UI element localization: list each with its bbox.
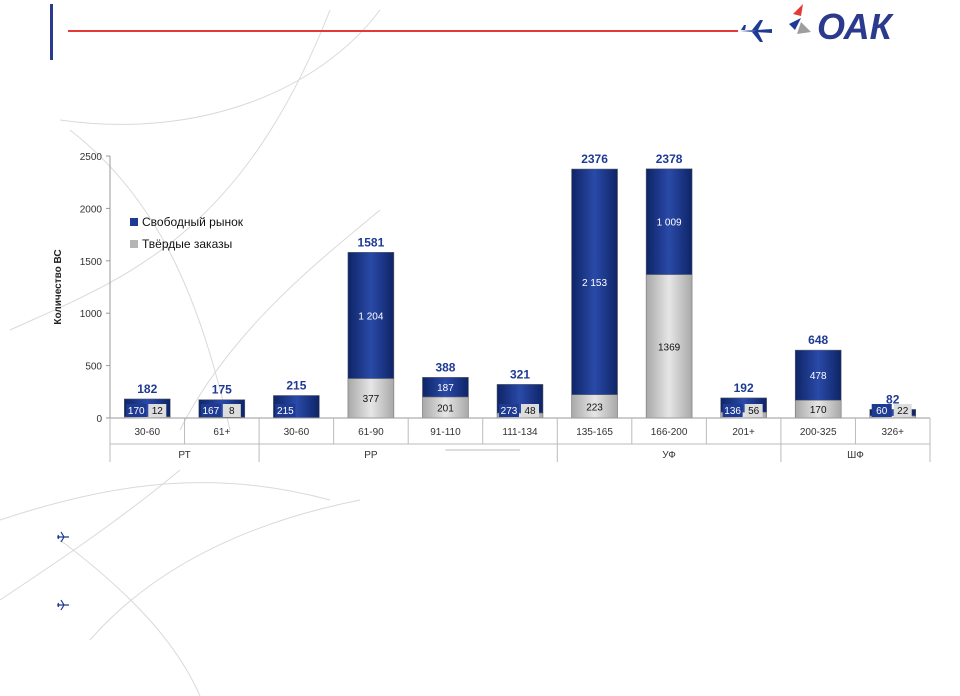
bar-label-box: [871, 404, 892, 417]
group-label: РР: [364, 450, 378, 461]
bar-label-box: [722, 404, 743, 417]
group-label: РТ: [178, 450, 190, 461]
oak-logo: ОАК: [789, 4, 895, 46]
x-tick-label: 61+: [213, 427, 230, 438]
bar-label-box: [744, 404, 763, 417]
bar-label-free-market: 478: [810, 371, 827, 382]
logo-emblem-icon: [789, 4, 811, 34]
bar-label-box: [499, 404, 519, 417]
bar-total-label: 648: [808, 333, 828, 347]
bar-label-firm-orders: 201: [437, 403, 454, 414]
y-axis-title: Количество ВС: [53, 249, 64, 324]
bar-label-free-market: 2 153: [582, 278, 607, 289]
legend-swatch: [130, 240, 138, 248]
bar-label-free-market: 136: [724, 406, 741, 417]
bar-segment-firm-orders: [347, 378, 395, 419]
bar-label-firm-orders: 8: [229, 406, 235, 417]
x-tick-label: 91-110: [430, 427, 461, 438]
group-label: УФ: [662, 450, 676, 461]
bar-total-label: 215: [286, 378, 306, 392]
y-tick-label: 2000: [80, 204, 103, 215]
bar-label-free-market: 215: [277, 406, 294, 417]
bar-label-free-market: 273: [501, 406, 518, 417]
legend-label: Свободный рынок: [142, 215, 244, 229]
bar-total-label: 388: [435, 360, 455, 374]
bar-label-box: [893, 404, 912, 417]
bar-label-firm-orders: 170: [810, 405, 827, 416]
bar-label-box: [148, 404, 167, 417]
bar-label-firm-orders: 1369: [658, 342, 681, 353]
legend-swatch: [130, 218, 138, 226]
y-tick-label: 500: [85, 362, 102, 373]
bar-total-label: 82: [886, 392, 900, 406]
bullet-plane-icon: [57, 599, 69, 611]
bar-label-box: [275, 404, 296, 417]
bar-segment-free-market: [571, 168, 618, 395]
bar-total-label: 2378: [656, 152, 683, 166]
bar-segment-free-market: [645, 168, 693, 275]
bar-total-label: 321: [510, 367, 530, 381]
bar-segment-free-market: [794, 349, 842, 401]
y-tick-label: 1500: [80, 257, 103, 268]
x-tick-label: 200-325: [800, 427, 837, 438]
bar-total-label: 2376: [581, 152, 608, 166]
bar-total-label: 175: [212, 383, 232, 397]
logo-text: ОАК: [817, 6, 895, 46]
bar-segment-free-market: [422, 377, 469, 398]
bar-label-box: [200, 404, 221, 417]
bar-label-free-market: 187: [437, 383, 454, 394]
y-tick-label: 2500: [80, 152, 103, 163]
x-tick-label: 135-165: [576, 427, 613, 438]
bar-label-box: [222, 404, 241, 417]
x-tick-label: 61-90: [358, 427, 384, 438]
bar-label-box: [126, 404, 147, 417]
bar-label-box: [521, 404, 539, 417]
y-tick-label: 0: [96, 414, 102, 425]
bar-segment-firm-orders: [645, 274, 693, 419]
bar-label-free-market: 1 204: [358, 311, 383, 322]
header-divider-line: [68, 30, 738, 32]
bar-total-label: 182: [137, 382, 157, 396]
bar-label-free-market: 167: [202, 406, 219, 417]
airplane-icon: [740, 20, 772, 42]
x-tick-label: 30-60: [134, 427, 160, 438]
x-tick-label: 166-200: [651, 427, 688, 438]
bar-label-firm-orders: 48: [524, 406, 536, 417]
header-accent-bar: [50, 4, 53, 60]
bar-label-firm-orders: 22: [897, 406, 909, 417]
x-tick-label: 30-60: [284, 427, 310, 438]
bar-label-free-market: 1 009: [657, 218, 682, 229]
bar-label-free-market: 60: [876, 406, 888, 417]
bar-segment-free-market: [347, 252, 395, 379]
bar-total-label: 192: [734, 381, 754, 395]
bar-label-firm-orders: 377: [363, 394, 380, 405]
bar-segment-free-market: [869, 409, 916, 416]
bar-label-firm-orders: 56: [748, 406, 760, 417]
y-tick-label: 1000: [80, 309, 103, 320]
group-label: ШФ: [847, 450, 864, 461]
x-tick-label: 111-134: [502, 427, 538, 438]
bar-total-label: 1581: [358, 235, 385, 249]
bar-label-free-market: 170: [128, 406, 145, 417]
x-tick-label: 201+: [732, 427, 755, 438]
x-tick-label: 326+: [881, 427, 904, 438]
bar-label-firm-orders: 223: [586, 402, 603, 413]
bullet-plane-icon: [57, 531, 69, 543]
legend-label: Твёрдые заказы: [142, 237, 232, 251]
bar-label-firm-orders: 12: [152, 406, 164, 417]
